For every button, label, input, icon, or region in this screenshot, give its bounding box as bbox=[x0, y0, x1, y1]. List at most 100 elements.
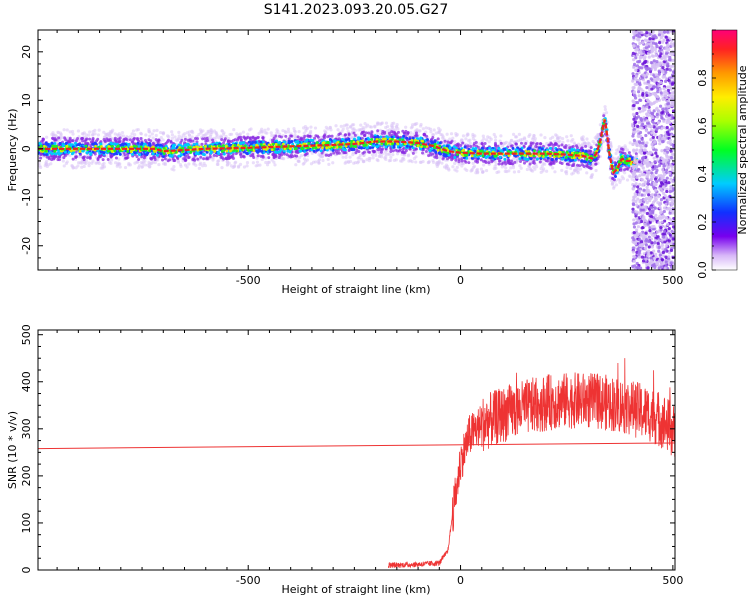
spectrogram-core-pixel bbox=[341, 137, 345, 141]
spectrogram-halo-pixel bbox=[304, 127, 308, 131]
spectrogram-halo-pixel bbox=[395, 152, 400, 156]
spectrogram-halo-pixel bbox=[317, 153, 321, 157]
spectrogram-halo-pixel bbox=[410, 123, 415, 127]
spectrogram-halo-pixel bbox=[365, 123, 370, 127]
spectrogram-core-pixel bbox=[488, 156, 492, 160]
spectrogram-core-pixel bbox=[155, 143, 159, 147]
spectrogram-halo-pixel bbox=[260, 127, 264, 131]
spectrogram-halo-pixel bbox=[432, 128, 436, 132]
spectrogram-inner-pixel bbox=[561, 150, 565, 154]
spectrogram-band-pixel bbox=[379, 150, 383, 154]
spectrogram-halo-pixel bbox=[440, 133, 444, 137]
spectrogram-band-pixel bbox=[208, 155, 212, 159]
spectrogram-halo-pixel bbox=[353, 161, 358, 165]
spectrogram-halo-pixel bbox=[177, 130, 181, 135]
spectrogram-band-pixel bbox=[57, 136, 61, 140]
spectrogram-core-pixel bbox=[448, 146, 452, 150]
spectrogram-core-pixel bbox=[584, 149, 588, 153]
spectrogram-halo-pixel bbox=[269, 131, 273, 135]
spectrogram-halo-pixel bbox=[301, 162, 305, 166]
spectrogram-halo-pixel bbox=[467, 139, 471, 143]
spectrogram-band-pixel bbox=[227, 157, 231, 161]
spectrogram-halo-pixel bbox=[480, 139, 484, 143]
spectrogram-band-pixel bbox=[472, 142, 476, 146]
spectrogram-core-pixel bbox=[278, 140, 282, 144]
spectrogram-band-pixel bbox=[93, 152, 97, 156]
spectrogram-halo-pixel bbox=[632, 178, 636, 182]
spectrogram-halo-pixel bbox=[448, 137, 452, 141]
spectrogram-band-pixel bbox=[422, 133, 426, 137]
spectrogram-halo-pixel bbox=[166, 134, 170, 138]
spectrogram-band-pixel bbox=[85, 137, 89, 141]
spectrogram-halo-pixel bbox=[158, 130, 163, 135]
spectrogram-band-pixel bbox=[226, 139, 230, 143]
spectrogram-band-pixel bbox=[480, 142, 484, 146]
spectrogram-halo-pixel bbox=[308, 131, 313, 135]
spectrogram-core-pixel bbox=[465, 156, 469, 160]
spectrogram-core-pixel bbox=[454, 146, 458, 150]
spectrogram-band-pixel bbox=[357, 150, 361, 154]
spectrogram-halo-pixel bbox=[102, 130, 106, 134]
spectrogram-halo-pixel bbox=[375, 158, 379, 162]
spectrogram-halo-pixel bbox=[133, 133, 137, 137]
spectrogram-band-pixel bbox=[575, 144, 579, 148]
spectrogram-halo-pixel bbox=[573, 168, 577, 172]
spectrogram-halo-pixel bbox=[360, 127, 364, 132]
spectrogram-band-pixel bbox=[53, 138, 57, 142]
spectrogram-inner-pixel bbox=[581, 152, 585, 155]
spectrogram-halo-pixel bbox=[455, 165, 459, 169]
spectrogram-band-pixel bbox=[322, 136, 326, 140]
spectrogram-inner-pixel bbox=[94, 144, 98, 148]
spectrogram-core-pixel bbox=[402, 134, 406, 138]
spectrogram-halo-pixel bbox=[421, 127, 425, 131]
spectrogram-halo-pixel bbox=[414, 160, 418, 164]
spectrogram-core-pixel bbox=[177, 154, 181, 158]
spectrogram-halo-pixel bbox=[378, 128, 383, 132]
spectrogram-halo-pixel bbox=[475, 167, 480, 172]
spectrogram-band-pixel bbox=[261, 154, 265, 158]
spectrogram-band-pixel bbox=[367, 131, 371, 135]
spectrogram-inner-pixel bbox=[349, 144, 353, 148]
spectrogram-halo-pixel bbox=[108, 131, 112, 135]
spectrogram-halo-pixel bbox=[148, 165, 152, 169]
spectrogram-band-pixel bbox=[497, 162, 501, 166]
spectrogram-halo-pixel bbox=[475, 171, 480, 175]
spectrogram-band-pixel bbox=[200, 142, 204, 146]
spectrogram-band-pixel bbox=[327, 154, 331, 158]
spectrogram-band-pixel bbox=[246, 135, 250, 139]
spectrogram-band-pixel bbox=[212, 153, 216, 157]
spectrogram-halo-pixel bbox=[293, 130, 297, 134]
spectrogram-core-pixel bbox=[548, 146, 552, 150]
spectrogram-halo-pixel bbox=[127, 161, 131, 166]
spectrogram-halo-pixel bbox=[137, 164, 142, 168]
spectrogram-halo-pixel bbox=[525, 167, 529, 172]
spectrogram-core-pixel bbox=[399, 144, 403, 148]
spectrogram-band-pixel bbox=[308, 134, 312, 138]
spectrogram-halo-pixel bbox=[144, 133, 148, 137]
spectrogram-halo-pixel bbox=[509, 166, 513, 170]
spectrogram-band-pixel bbox=[135, 137, 139, 141]
spectrogram-core-pixel bbox=[375, 145, 379, 149]
spectrogram-band-pixel bbox=[58, 158, 62, 162]
spectrogram-halo-pixel bbox=[609, 145, 613, 149]
spectrogram-halo-pixel bbox=[183, 132, 187, 136]
spectrogram-halo-pixel bbox=[587, 142, 591, 146]
spectrogram-halo-pixel bbox=[150, 132, 154, 136]
spectrogram-core-pixel bbox=[514, 148, 518, 152]
spectrogram-halo-pixel bbox=[628, 141, 632, 145]
spectrogram-halo-pixel bbox=[147, 129, 151, 133]
spectrogram-core-pixel bbox=[112, 152, 116, 156]
spectrogram-halo-pixel bbox=[351, 152, 355, 157]
spectrogram-band-pixel bbox=[460, 159, 464, 163]
spectrogram-halo-pixel bbox=[259, 130, 264, 134]
spectrogram-halo-pixel bbox=[463, 167, 467, 171]
spectrogram-halo-pixel bbox=[170, 133, 175, 137]
spectrogram-core-pixel bbox=[480, 146, 484, 150]
spectrogram-band-pixel bbox=[219, 155, 223, 159]
spectrogram-halo-pixel bbox=[152, 129, 156, 133]
spectrogram-halo-pixel bbox=[70, 129, 75, 134]
spectrogram-inner-pixel bbox=[225, 149, 229, 153]
spectrogram-halo-pixel bbox=[225, 163, 229, 167]
spectrogram-core-pixel bbox=[430, 147, 434, 151]
spectrogram-halo-pixel bbox=[363, 122, 367, 126]
